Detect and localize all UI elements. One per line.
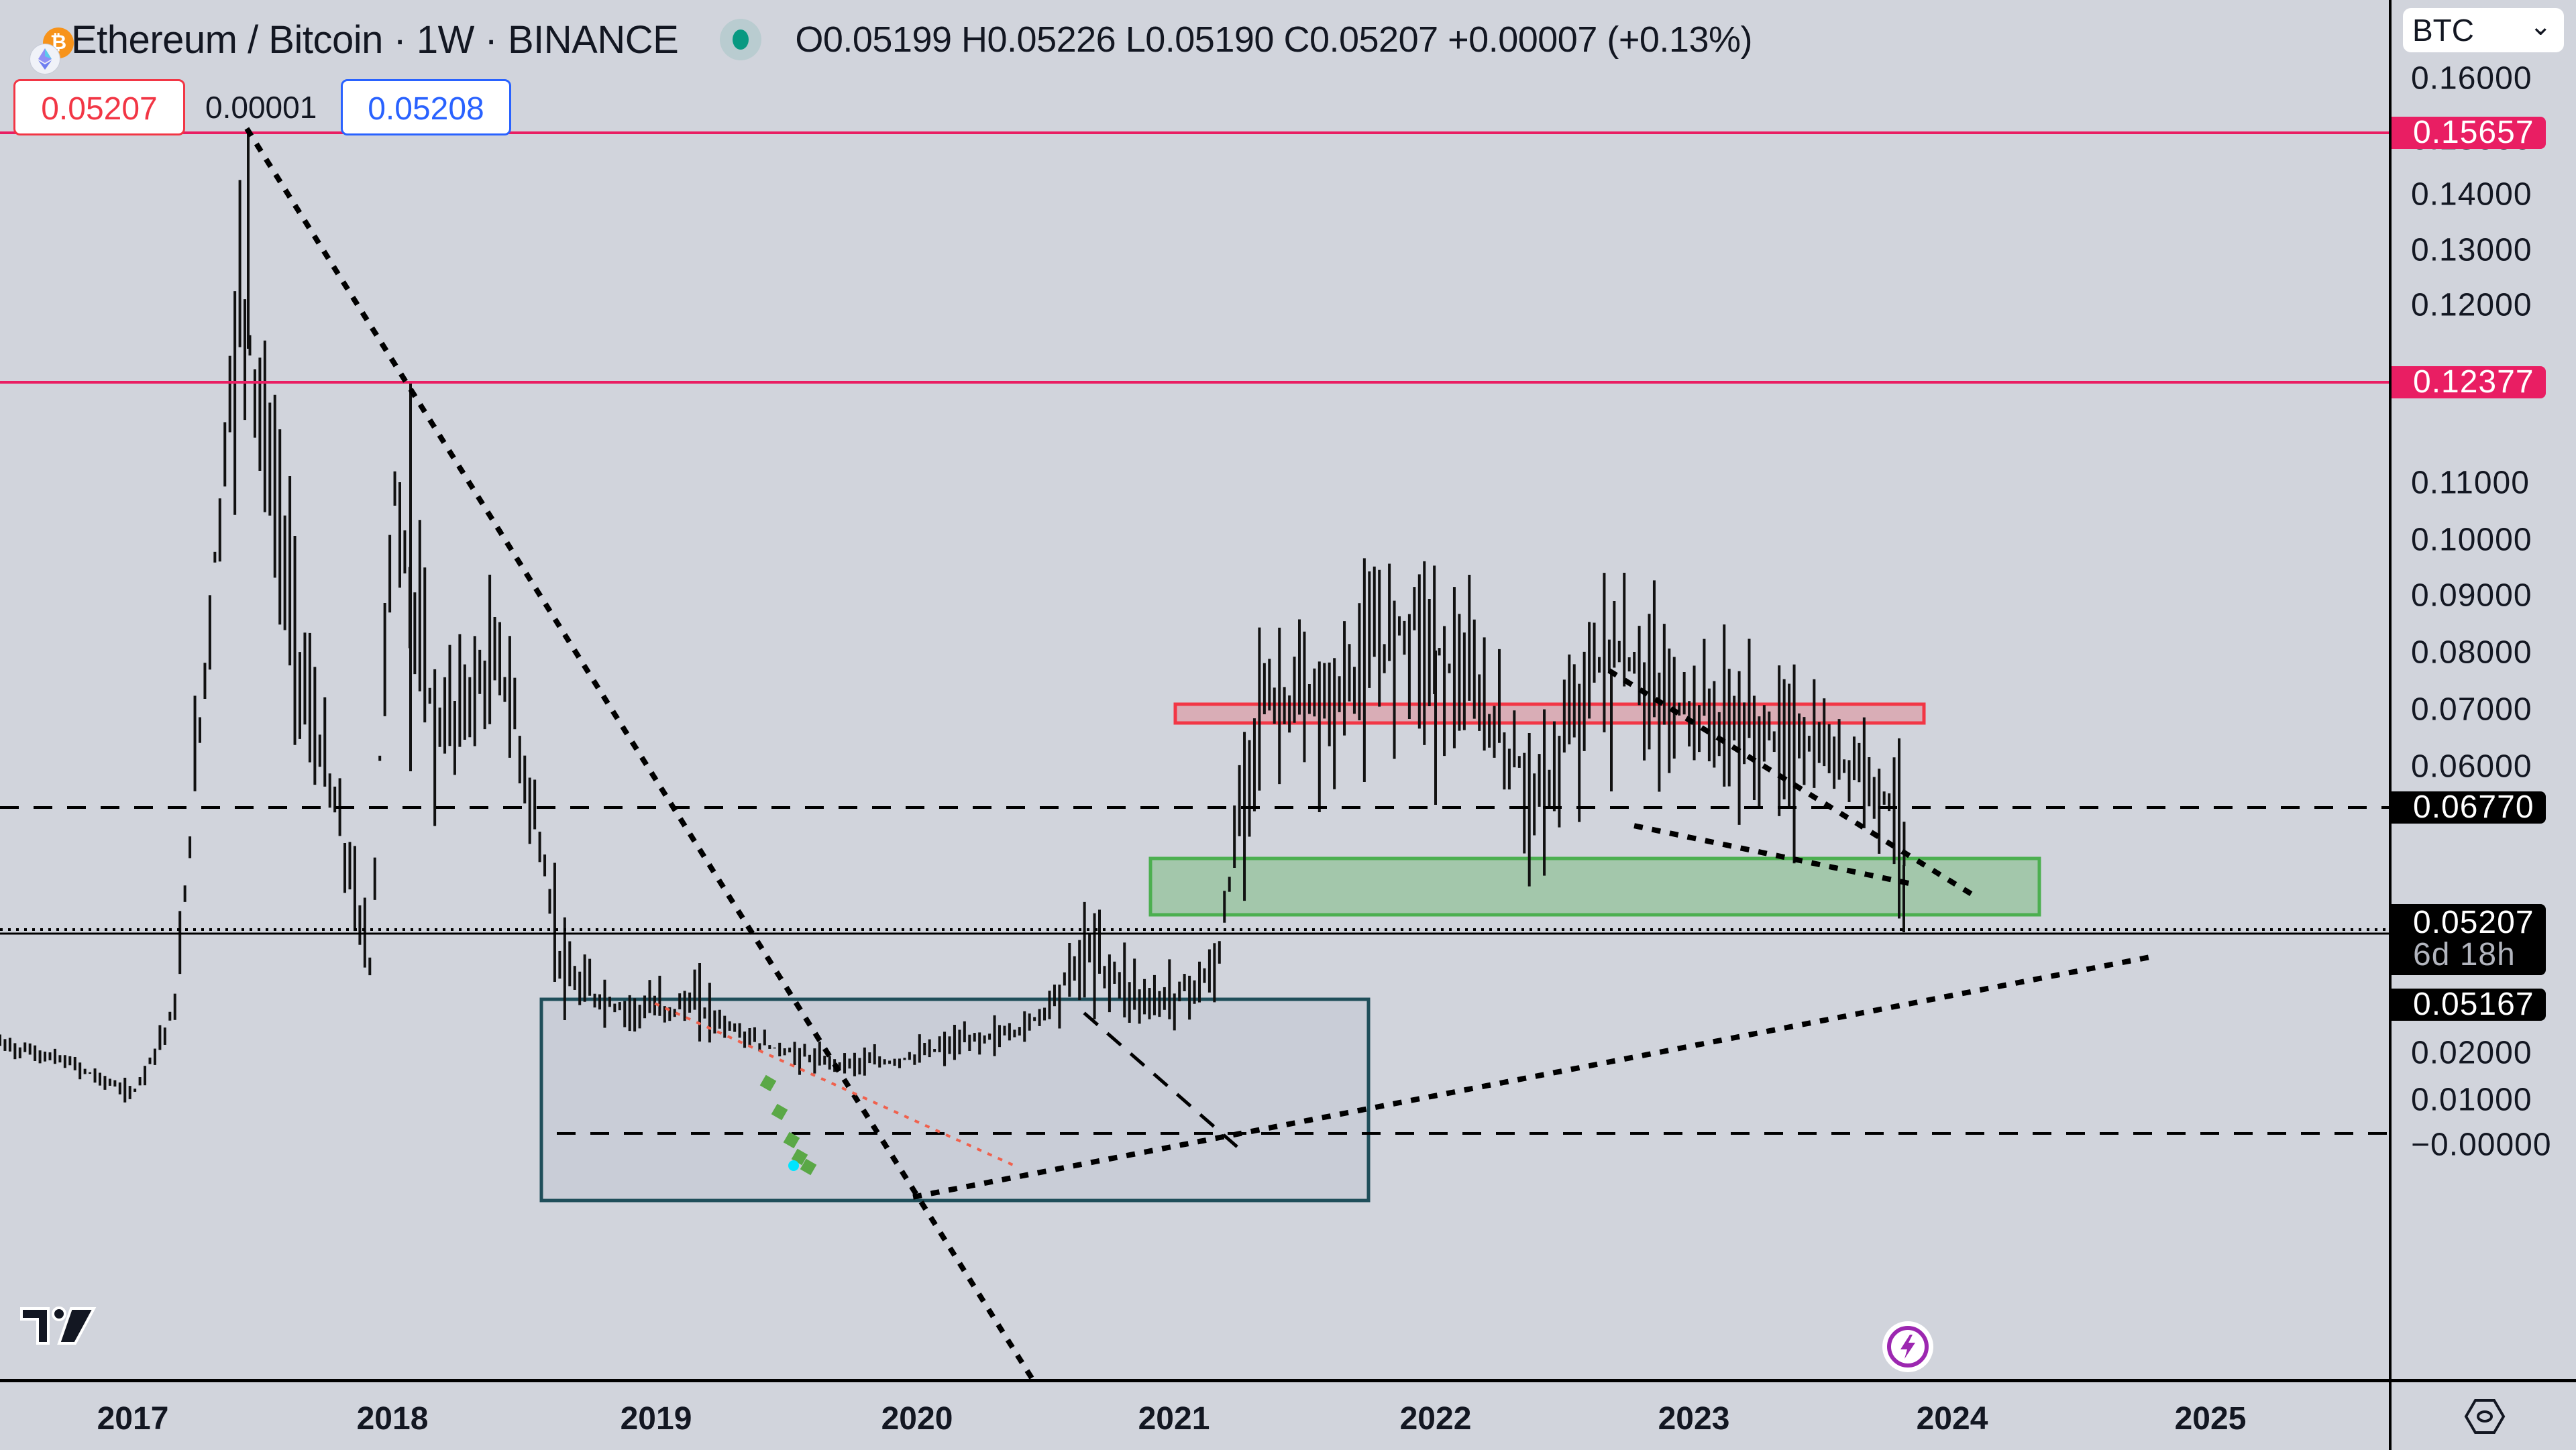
time-tick: 2017 [97,1401,169,1437]
price-tick: 0.10000 [2411,522,2532,558]
currency-value: BTC [2412,13,2474,48]
symbol-header: ₿ Ethereum / Bitcoin · 1W · BINANCE O0.0… [13,9,1752,74]
wedge-upper [1607,668,1978,899]
price-label: 0.15657 [2392,117,2546,149]
market-status-icon [720,19,762,60]
ohlc-bars [0,180,1906,1103]
spread-value: 0.00001 [205,90,317,125]
currency-select[interactable]: BTC ⌄ [2403,8,2564,52]
time-tick: 2025 [2174,1401,2247,1437]
time-tick: 2024 [1916,1401,1988,1437]
ohlc-values: O0.05199 H0.05226 L0.05190 C0.05207 +0.0… [795,19,1752,60]
price-tick: 0.06000 [2411,748,2532,785]
price-tick: 0.08000 [2411,634,2532,671]
tradingview-logo-icon[interactable] [19,1304,99,1347]
macro-downtrend [244,127,1036,1380]
buy-button[interactable]: 0.05208 [341,79,511,135]
local-downtrend-2020 [1083,1011,1244,1153]
signal-marker-cyan [788,1160,799,1171]
price-label: 0.06770 [2392,791,2546,824]
price-axis-border [2389,0,2392,1450]
demand-zone [1148,856,2041,917]
time-axis-border [0,1379,2576,1382]
price-tick: 0.16000 [2411,60,2532,97]
price-tick: 0.11000 [2411,465,2530,501]
signal-marker [771,1103,788,1121]
time-tick: 2019 [620,1401,692,1437]
time-tick: 2020 [881,1401,953,1437]
price-tick: −0.00000 [2411,1127,2552,1163]
time-tick: 2021 [1138,1401,1210,1437]
price-label: 0.05167 [2392,989,2546,1021]
signal-marker [800,1158,817,1176]
last-price-value: 0.05207 [2413,905,2534,940]
symbol-icons[interactable]: ₿ [13,13,74,74]
chevron-down-icon: ⌄ [2529,11,2552,41]
price-tick: 0.07000 [2411,691,2532,728]
chart-settings-icon[interactable] [2463,1395,2506,1438]
last-price-label: 0.05207 6d 18h [2392,904,2546,975]
wedge-lower [1633,823,1922,889]
sell-button[interactable]: 0.05207 [13,79,185,135]
red-dotted-trend [654,1002,1015,1167]
symbol-title[interactable]: Ethereum / Bitcoin · 1W · BINANCE [71,17,679,62]
signal-marker [783,1131,800,1149]
supply-zone [1173,702,1926,725]
price-chart[interactable] [0,0,2392,1380]
price-tick: 0.12000 [2411,287,2532,323]
price-tick: 0.09000 [2411,577,2532,614]
time-tick: 2022 [1399,1401,1472,1437]
price-tick: 0.14000 [2411,176,2532,213]
events-bolt-icon[interactable] [1882,1321,1933,1372]
price-label: 0.12377 [2392,366,2546,398]
bar-countdown: 6d 18h [2413,937,2516,972]
price-tick: 0.13000 [2411,232,2532,268]
ethereum-icon [30,44,60,74]
signal-marker [759,1074,777,1092]
time-tick: 2023 [1658,1401,1730,1437]
time-tick: 2018 [356,1401,429,1437]
price-tick: 0.01000 [2411,1082,2532,1118]
price-tick: 0.02000 [2411,1035,2532,1071]
